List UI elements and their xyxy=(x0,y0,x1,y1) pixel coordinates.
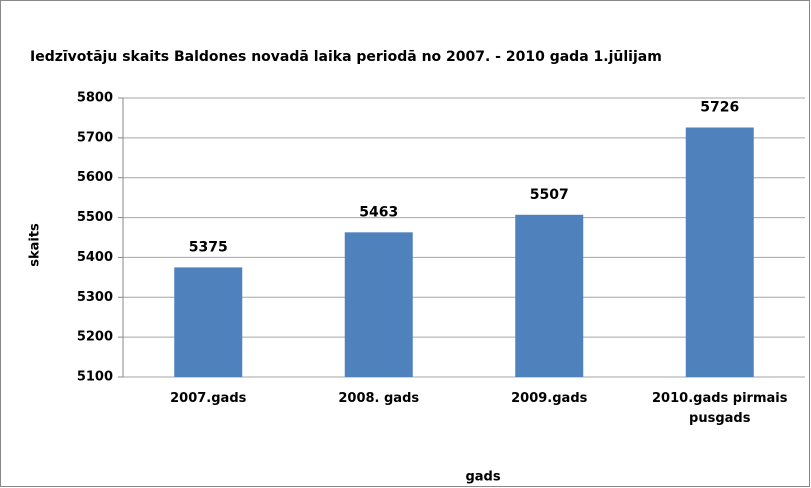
y-axis-label: skaits xyxy=(28,223,43,267)
bar xyxy=(344,232,413,377)
y-tick-label: 5600 xyxy=(77,170,113,185)
bar xyxy=(174,267,243,377)
x-tick-label: 2009.gads xyxy=(511,391,588,406)
y-tick-label: 5700 xyxy=(77,130,113,145)
data-label: 5375 xyxy=(189,239,228,255)
y-tick-label: 5500 xyxy=(77,210,113,225)
bar xyxy=(685,127,754,377)
y-tick-label: 5400 xyxy=(77,250,113,265)
y-tick-label: 5100 xyxy=(77,370,113,385)
y-tick-label: 5300 xyxy=(77,290,113,305)
data-label: 5507 xyxy=(530,187,569,203)
y-tick-label: 5800 xyxy=(77,91,113,106)
bar xyxy=(515,214,584,377)
y-tick-label: 5200 xyxy=(77,330,113,345)
x-tick-label: 2007.gads xyxy=(170,391,247,406)
x-axis-label: gads xyxy=(465,470,500,485)
x-tick-label: 2010.gads pirmais pusgads xyxy=(652,391,788,426)
data-label: 5463 xyxy=(359,204,398,220)
x-tick-label: 2008. gads xyxy=(338,391,420,406)
chart-title: Iedzīvotāju skaits Baldones novadā laika… xyxy=(30,49,662,65)
data-label: 5726 xyxy=(700,99,739,115)
